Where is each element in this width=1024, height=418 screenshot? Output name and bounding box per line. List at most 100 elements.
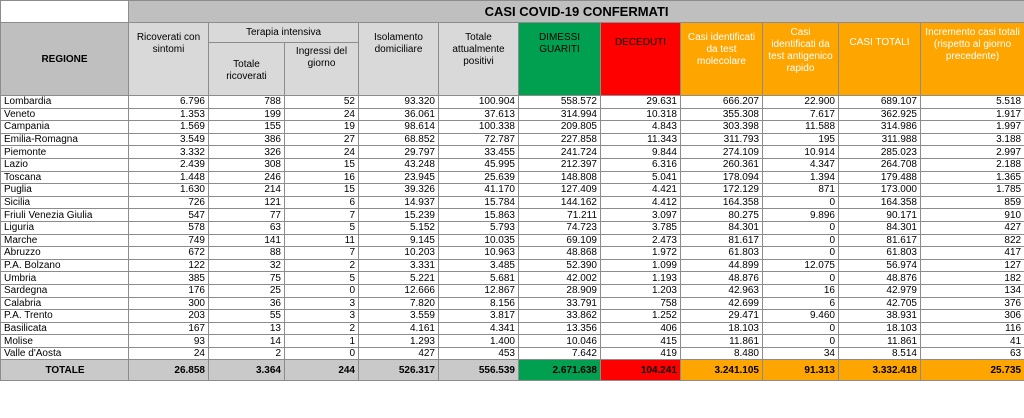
deceduti-cell: 415 — [600, 334, 681, 348]
terapia-cell: 14 — [208, 334, 285, 348]
totals-row: TOTALE 26.858 3.364 244 526.317 556.539 … — [0, 359, 1024, 382]
casi-totali-cell: 61.803 — [838, 246, 921, 260]
isolamento-cell: 29.797 — [358, 145, 439, 159]
ingressi-cell: 24 — [284, 107, 359, 122]
deceduti-cell: 4.843 — [600, 120, 681, 134]
ingressi-cell: 15 — [284, 183, 359, 197]
ingressi-cell: 5 — [284, 271, 359, 285]
terapia-cell: 13 — [208, 321, 285, 336]
ingressi-cell: 3 — [284, 296, 359, 311]
positivi-cell: 33.455 — [438, 145, 519, 159]
isolamento-cell: 3.331 — [358, 258, 439, 273]
casi-totali-cell: 42.979 — [838, 283, 921, 298]
deceduti-cell: 6.316 — [600, 157, 681, 172]
region-name: Puglia — [0, 183, 129, 197]
dimessi-cell: 33.862 — [518, 309, 601, 323]
dimessi-cell: 74.723 — [518, 220, 601, 235]
deceduti-cell: 1.099 — [600, 258, 681, 273]
ingressi-cell: 7 — [284, 246, 359, 260]
ingressi-cell: 5 — [284, 220, 359, 235]
dimessi-cell: 7.642 — [518, 346, 601, 361]
antigenico-cell: 12.075 — [762, 258, 839, 273]
molecolare-cell: 355.308 — [680, 107, 763, 122]
ingressi-cell: 2 — [284, 321, 359, 336]
ingressi-cell: 2 — [284, 258, 359, 273]
total-casi-totali: 3.332.418 — [838, 359, 921, 382]
molecolare-cell: 48.876 — [680, 271, 763, 285]
table-body: Lombardia 6.796 788 52 93.320 100.904 558.572 2… — [0, 95, 1024, 361]
ingressi-cell: 19 — [284, 120, 359, 134]
isolamento-cell: 4.161 — [358, 321, 439, 336]
ricoverati-cell: 578 — [128, 220, 209, 235]
table-row: Friuli Venezia Giulia 547 77 7 15.239 15.863 7… — [0, 208, 1024, 222]
antigenico-cell: 0 — [762, 271, 839, 285]
antigenico-cell: 9.460 — [762, 309, 839, 323]
region-name: Molise — [0, 334, 129, 348]
positivi-cell: 15.784 — [438, 195, 519, 210]
isolamento-cell: 43.248 — [358, 157, 439, 172]
ingressi-cell: 52 — [284, 95, 359, 109]
incremento-cell: 41 — [919, 334, 1024, 348]
incremento-cell: 1.917 — [919, 107, 1024, 122]
positivi-cell: 72.787 — [438, 132, 519, 147]
dimessi-cell: 52.390 — [518, 258, 601, 273]
positivi-cell: 5.681 — [438, 271, 519, 285]
header-totale-ricoverati: Totale ricoverati — [208, 42, 285, 96]
molecolare-cell: 18.103 — [680, 321, 763, 336]
molecolare-cell: 311.793 — [680, 132, 763, 147]
casi-totali-cell: 48.876 — [838, 271, 921, 285]
ricoverati-cell: 24 — [128, 346, 209, 361]
terapia-cell: 214 — [208, 183, 285, 197]
antigenico-cell: 0 — [762, 334, 839, 348]
deceduti-cell: 2.473 — [600, 233, 681, 248]
terapia-cell: 88 — [208, 246, 285, 260]
antigenico-cell: 16 — [762, 283, 839, 298]
antigenico-cell: 0 — [762, 321, 839, 336]
total-ingressi: 244 — [284, 359, 359, 382]
isolamento-cell: 3.559 — [358, 309, 439, 323]
ingressi-cell: 1 — [284, 334, 359, 348]
antigenico-cell: 9.896 — [762, 208, 839, 222]
antigenico-cell: 871 — [762, 183, 839, 197]
ricoverati-cell: 203 — [128, 309, 209, 323]
molecolare-cell: 8.480 — [680, 346, 763, 361]
antigenico-cell: 1.394 — [762, 170, 839, 185]
molecolare-cell: 666.207 — [680, 95, 763, 109]
incremento-cell: 116 — [919, 321, 1024, 336]
isolamento-cell: 5.152 — [358, 220, 439, 235]
ricoverati-cell: 176 — [128, 283, 209, 298]
header-ricoverati: Ricoverati con sintomi — [128, 22, 209, 96]
terapia-cell: 63 — [208, 220, 285, 235]
casi-totali-cell: 362.925 — [838, 107, 921, 122]
incremento-cell: 1.785 — [919, 183, 1024, 197]
molecolare-cell: 81.617 — [680, 233, 763, 248]
incremento-cell: 182 — [919, 271, 1024, 285]
incremento-cell: 134 — [919, 283, 1024, 298]
total-isolamento: 526.317 — [358, 359, 439, 382]
terapia-cell: 32 — [208, 258, 285, 273]
deceduti-cell: 3.097 — [600, 208, 681, 222]
isolamento-cell: 23.945 — [358, 170, 439, 185]
casi-totali-cell: 689.107 — [838, 95, 921, 109]
deceduti-cell: 9.844 — [600, 145, 681, 159]
casi-totali-cell: 311.988 — [838, 132, 921, 147]
isolamento-cell: 12.666 — [358, 283, 439, 298]
isolamento-cell: 5.221 — [358, 271, 439, 285]
terapia-cell: 36 — [208, 296, 285, 311]
deceduti-cell: 1.252 — [600, 309, 681, 323]
casi-totali-cell: 164.358 — [838, 195, 921, 210]
region-name: P.A. Trento — [0, 309, 129, 323]
isolamento-cell: 98.614 — [358, 120, 439, 134]
header-regione: REGIONE — [0, 22, 129, 96]
deceduti-cell: 1.193 — [600, 271, 681, 285]
total-molecolare: 3.241.105 — [680, 359, 763, 382]
terapia-cell: 75 — [208, 271, 285, 285]
isolamento-cell: 14.937 — [358, 195, 439, 210]
ricoverati-cell: 672 — [128, 246, 209, 260]
incremento-cell: 859 — [919, 195, 1024, 210]
table-row: P.A. Bolzano 122 32 2 3.331 3.485 52.390 1.099 4… — [0, 258, 1024, 273]
terapia-cell: 141 — [208, 233, 285, 248]
dimessi-cell: 71.211 — [518, 208, 601, 222]
dimessi-cell: 13.356 — [518, 321, 601, 336]
deceduti-cell: 10.318 — [600, 107, 681, 122]
